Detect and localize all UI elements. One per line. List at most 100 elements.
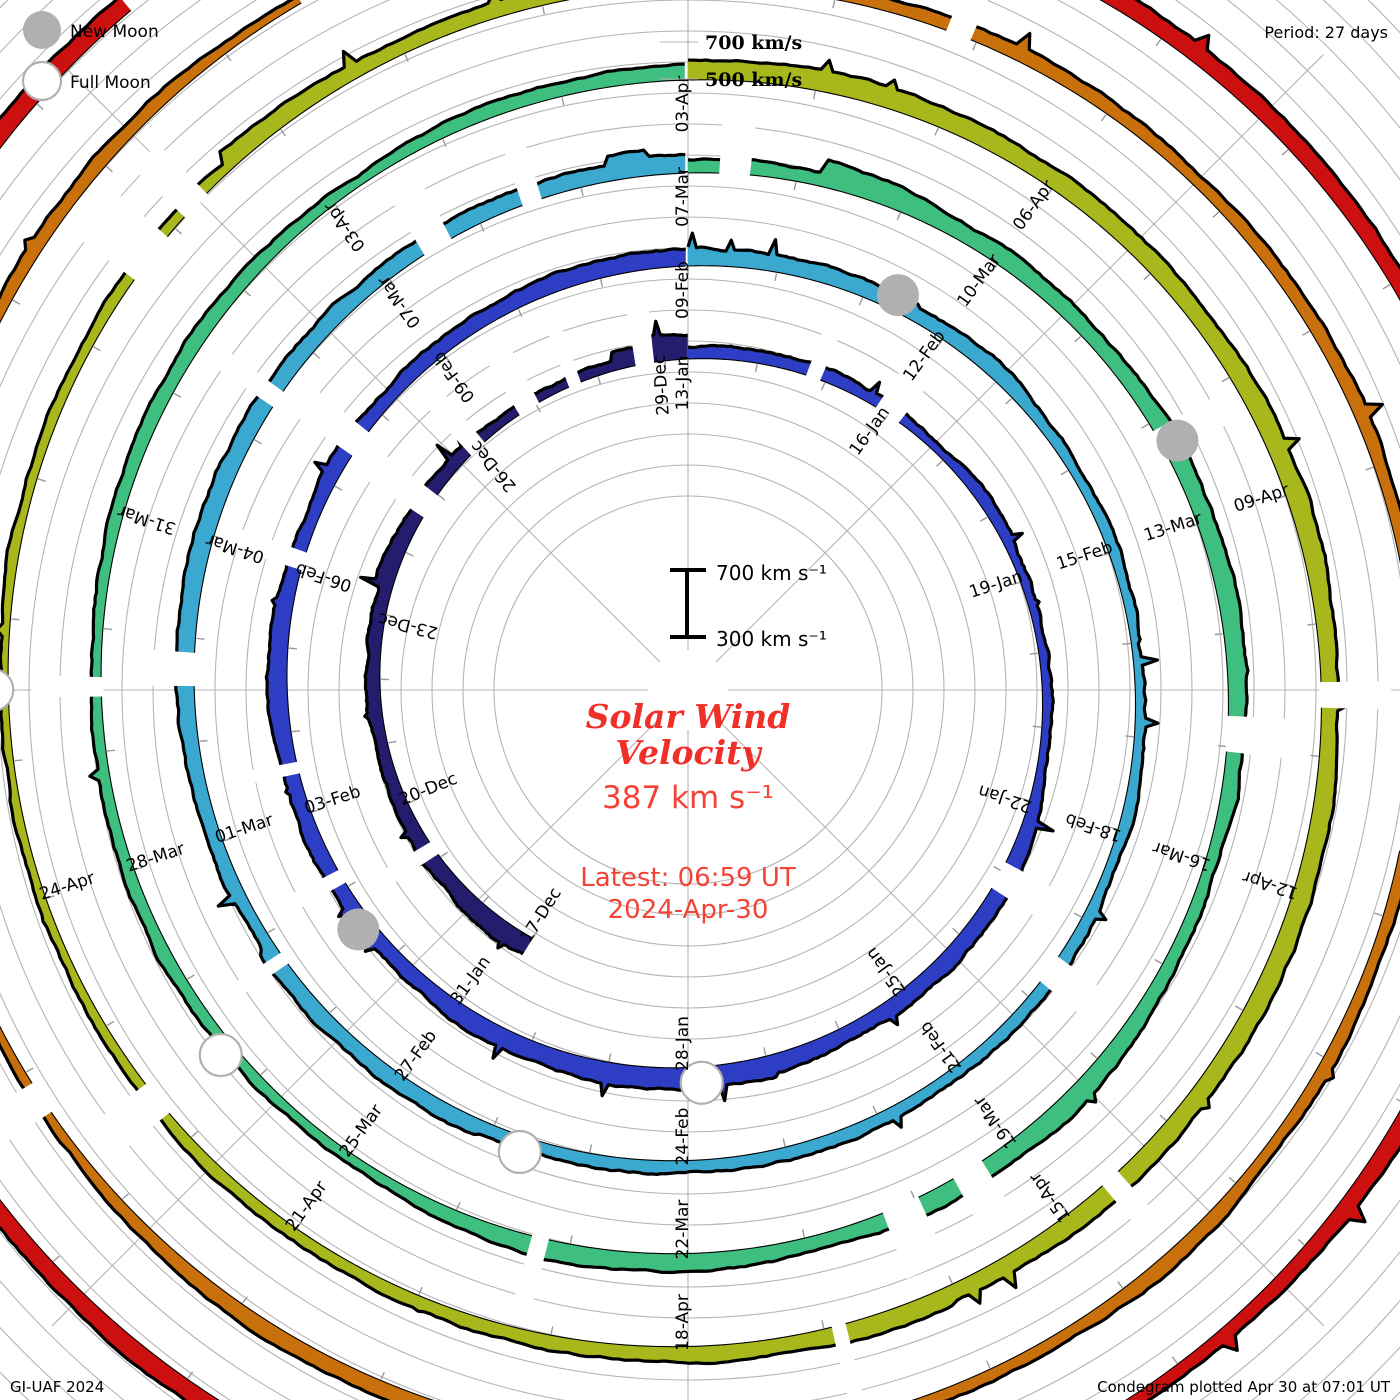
legend-new-moon-label: New Moon <box>70 22 159 42</box>
date-label: 22-Mar <box>673 1200 693 1260</box>
spiral-baseline <box>7 0 1322 1348</box>
day-tick <box>589 1144 593 1153</box>
day-tick <box>334 485 343 491</box>
day-tick <box>388 740 397 744</box>
data-gap <box>1224 715 1299 760</box>
data-gap <box>882 1195 948 1279</box>
day-tick <box>597 376 602 385</box>
day-tick <box>267 927 276 934</box>
day-tick <box>1062 1205 1069 1214</box>
date-label: 18-Apr <box>673 1294 693 1351</box>
day-tick <box>801 1229 805 1238</box>
day-tick <box>386 614 395 618</box>
radial-axis-callouts: 700 km/s 500 km/s <box>660 32 802 91</box>
data-gap <box>543 315 582 389</box>
full-moon-marker <box>0 669 15 711</box>
data-gap <box>122 0 147 12</box>
day-tick <box>1315 1051 1324 1058</box>
day-tick <box>1188 524 1197 528</box>
data-gap <box>624 292 655 368</box>
day-tick <box>199 739 208 743</box>
day-tick <box>444 354 451 363</box>
day-tick <box>1141 423 1149 429</box>
day-tick <box>872 1105 878 1114</box>
data-gap <box>388 176 453 257</box>
day-tick <box>531 1032 537 1040</box>
day-tick <box>296 1220 303 1229</box>
spiral-band <box>360 321 688 955</box>
footer-right: Condegram plotted Apr 30 at 07:01 UT <box>1097 1378 1391 1396</box>
day-tick <box>288 647 297 650</box>
day-tick <box>103 627 112 631</box>
day-tick <box>1217 744 1226 748</box>
day-tick <box>460 995 467 1003</box>
day-tick <box>812 91 816 100</box>
day-tick <box>763 1047 767 1056</box>
day-tick <box>1125 735 1134 738</box>
day-tick <box>280 129 287 137</box>
day-tick <box>948 1275 953 1284</box>
data-gap <box>512 1233 550 1308</box>
day-tick <box>223 837 232 842</box>
full-moon-marker <box>198 1032 243 1078</box>
day-tick <box>418 1286 423 1295</box>
spiral-band-outline <box>88 62 1250 1275</box>
day-tick <box>37 478 46 482</box>
day-tick <box>135 866 144 871</box>
day-tick <box>936 460 943 467</box>
day-tick <box>910 1190 915 1199</box>
legend: New Moon Full Moon <box>21 11 159 102</box>
day-tick <box>242 1296 248 1304</box>
day-tick <box>106 749 116 752</box>
day-tick <box>481 444 489 452</box>
day-tick <box>1143 273 1151 281</box>
data-gap <box>719 103 759 177</box>
day-tick <box>480 223 485 232</box>
day-tick <box>600 279 604 288</box>
day-tick <box>1365 466 1374 471</box>
day-tick <box>1171 1356 1178 1364</box>
day-tick <box>1310 754 1319 757</box>
day-tick <box>254 439 262 445</box>
day-tick <box>1011 581 1020 586</box>
day-tick <box>1197 854 1206 859</box>
data-gap <box>0 1082 53 1146</box>
radial-axis-700-label: 700 km/s <box>705 32 802 54</box>
day-tick <box>1281 149 1289 156</box>
day-tick <box>196 637 205 640</box>
day-tick <box>1212 211 1220 218</box>
day-tick <box>122 1193 129 1200</box>
new-moon-marker <box>876 274 919 317</box>
day-tick <box>398 944 406 951</box>
date-label: 09-Feb <box>673 261 693 319</box>
day-tick <box>542 6 546 15</box>
data-gap <box>369 841 440 893</box>
full-moon-icon <box>21 60 63 102</box>
day-tick <box>934 127 939 136</box>
data-gap <box>875 348 943 424</box>
page-title-line2: Velocity <box>615 733 763 772</box>
day-tick <box>382 414 390 422</box>
data-gap <box>124 647 197 687</box>
data-gap <box>990 861 1068 927</box>
day-tick <box>896 212 902 221</box>
day-tick <box>1285 883 1294 888</box>
day-tick <box>1060 470 1069 476</box>
data-gap <box>1397 837 1400 851</box>
latest-time: Latest: 06:59 UT <box>580 863 796 893</box>
day-tick <box>440 851 448 858</box>
current-value: 387 km s⁻¹ <box>602 780 774 816</box>
day-tick <box>105 165 113 173</box>
day-tick <box>438 494 446 501</box>
new-moon-marker <box>1156 419 1199 462</box>
data-gap <box>1319 681 1392 710</box>
day-tick <box>389 279 396 287</box>
new-moon-icon <box>23 11 61 49</box>
day-tick <box>244 290 252 297</box>
day-tick <box>1234 1005 1243 1011</box>
day-tick <box>380 1371 385 1380</box>
data-gap <box>805 309 848 382</box>
